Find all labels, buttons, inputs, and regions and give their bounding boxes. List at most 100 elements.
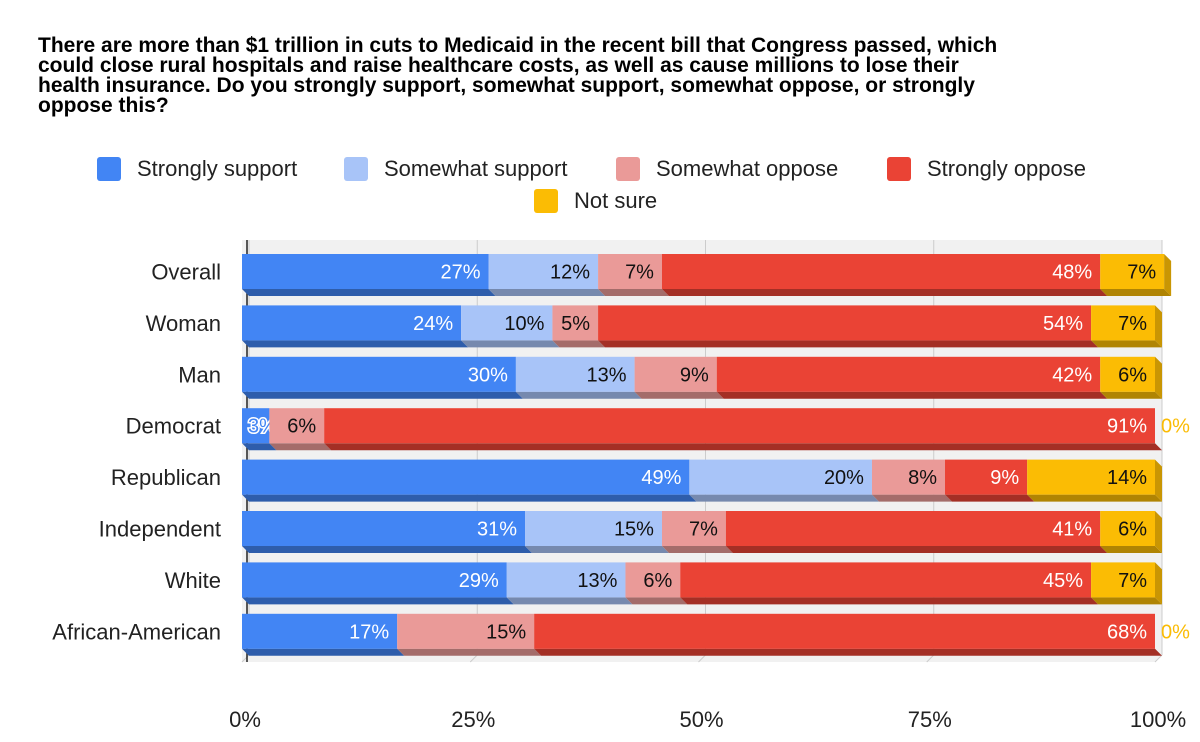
chart-title-line: health insurance. Do you strongly suppor… [38, 74, 975, 97]
bar-side [1155, 459, 1162, 502]
bar-shadow [661, 289, 1108, 296]
bar-shadow [525, 546, 669, 553]
data-label: 6% [287, 416, 316, 438]
data-label: 7% [1118, 313, 1147, 335]
chart-legend: Strongly support Somewhat support Somewhat… [0, 152, 1200, 222]
bar-segment [269, 408, 325, 444]
bar-segment [324, 408, 1155, 444]
data-label: 7% [1118, 570, 1147, 592]
bar-shadow [634, 391, 724, 399]
bar-segment [515, 356, 635, 392]
legend-label: Strongly oppose [927, 156, 1086, 181]
gridline-floor [241, 654, 250, 663]
bar-segment [242, 356, 516, 392]
legend-label: Somewhat support [384, 156, 568, 181]
bar-segment [552, 305, 599, 341]
bar-shadow [1091, 597, 1162, 605]
x-tick-label: 50% [679, 707, 723, 732]
data-label: 13% [577, 570, 617, 592]
x-tick-label: 25% [451, 707, 495, 732]
legend-swatch [887, 157, 911, 181]
bar-segment [461, 305, 553, 341]
bar-shadow [515, 391, 642, 399]
bar-shadow [242, 391, 523, 399]
gridline-floor [926, 654, 935, 663]
bar-shadow [716, 391, 1108, 399]
data-label: 45% [1043, 570, 1083, 592]
bar-segment [1027, 459, 1155, 495]
bar-shadow [461, 340, 560, 348]
bar-shadow [661, 546, 733, 553]
bar-segment [242, 305, 462, 341]
bar-segment [598, 254, 662, 289]
bar-segment [506, 562, 626, 598]
gridline-floor [1154, 654, 1163, 663]
bar-shadow [242, 648, 405, 656]
chart-title-line: oppose this? [38, 94, 169, 117]
data-label: 9% [990, 467, 1019, 489]
legend-item: Strongly support [97, 156, 297, 182]
data-label: 30% [468, 364, 508, 386]
bar-segment [242, 511, 526, 546]
bar-shadow [269, 443, 332, 451]
bar-segment [625, 562, 681, 598]
bar-segment [1091, 562, 1155, 598]
chart-title: There are more than $1 trillion in cuts … [38, 34, 1138, 117]
category-label: Republican [111, 465, 221, 490]
bar-shadow [242, 289, 496, 296]
data-label: 54% [1043, 313, 1083, 335]
category-label: Overall [151, 260, 221, 285]
bar-segment [534, 613, 1155, 649]
legend-item: Somewhat oppose [616, 156, 838, 182]
legend-swatch [344, 157, 368, 181]
bar-shadow [242, 443, 277, 451]
data-label: 5% [561, 313, 590, 335]
bar-shadow [242, 494, 697, 502]
x-tick-label: 0% [229, 707, 261, 732]
x-tick-label: 75% [908, 707, 952, 732]
bar-segment [634, 356, 717, 392]
bar-shadow [552, 340, 606, 348]
legend-item: Not sure [534, 188, 657, 214]
legend-label: Not sure [574, 188, 658, 213]
bar-segment [680, 562, 1092, 598]
bar-shadow [689, 494, 879, 502]
chart-title-line: There are more than $1 trillion in cuts … [38, 34, 998, 57]
gridline-floor [698, 654, 706, 663]
legend-swatch [97, 157, 121, 181]
bar-segment [242, 408, 270, 444]
data-label: 0% [1161, 416, 1190, 438]
legend-item: Strongly oppose [887, 156, 1086, 182]
bar-shadow [1100, 546, 1162, 553]
bar-shadow [871, 494, 953, 502]
bar-side [1155, 356, 1162, 399]
data-label: 42% [1052, 364, 1092, 386]
chart-title-line: could close rural hospitals and raise he… [38, 54, 959, 77]
category-label: Man [178, 362, 221, 387]
category-label: White [165, 568, 221, 593]
bar-shadow [1100, 289, 1172, 296]
data-label: 10% [504, 313, 544, 335]
bar-shadow [1091, 340, 1162, 348]
bar-segment [871, 459, 946, 495]
bar-shadow [506, 597, 633, 605]
bar-shadow [242, 597, 514, 605]
bar-shadow [725, 546, 1108, 553]
data-label: 13% [587, 364, 627, 386]
bar-segment [1100, 356, 1155, 392]
bar-segment [1091, 305, 1155, 341]
data-label: 7% [1127, 262, 1156, 284]
data-label: 31% [477, 519, 517, 541]
bar-segment [661, 511, 726, 546]
bar-shadow [397, 648, 542, 656]
data-label: 24% [413, 313, 453, 335]
bar-segment [661, 254, 1101, 289]
data-label: 68% [1107, 621, 1147, 643]
data-label: 48% [1052, 262, 1092, 284]
bar-side [1155, 305, 1162, 348]
data-label: 0% [1161, 621, 1190, 643]
category-label: Democrat [126, 414, 221, 439]
x-tick-label: 100% [1130, 707, 1186, 732]
